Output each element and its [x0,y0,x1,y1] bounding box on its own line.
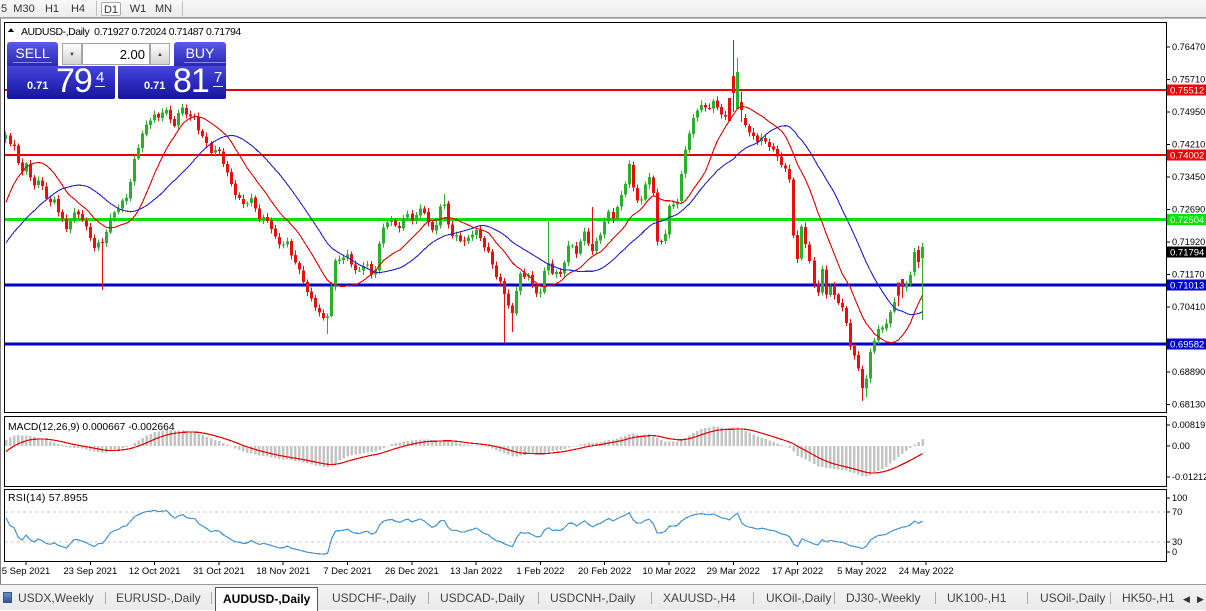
svg-text:0.71013: 0.71013 [1170,281,1204,292]
svg-text:1 Feb 2022: 1 Feb 2022 [516,566,564,577]
svg-text:0.71170: 0.71170 [1172,270,1205,280]
svg-text:0.74950: 0.74950 [1172,107,1205,117]
svg-text:17 Apr 2022: 17 Apr 2022 [772,566,823,577]
svg-text:0.68130: 0.68130 [1172,400,1205,410]
svg-text:29 Mar 2022: 29 Mar 2022 [707,566,760,577]
svg-text:23 Sep 2021: 23 Sep 2021 [63,566,117,577]
svg-text:24 May 2022: 24 May 2022 [899,566,954,577]
svg-text:31 Oct 2021: 31 Oct 2021 [193,566,245,577]
svg-text:12 Oct 2021: 12 Oct 2021 [129,566,181,577]
svg-text:20 Feb 2022: 20 Feb 2022 [578,566,631,577]
svg-text:10 Mar 2022: 10 Mar 2022 [642,566,695,577]
svg-text:0.68890: 0.68890 [1172,367,1205,377]
svg-text:5 Sep 2021: 5 Sep 2021 [2,566,51,577]
svg-text:0.72504: 0.72504 [1170,215,1204,226]
svg-text:-0.01212: -0.01212 [1172,472,1206,482]
svg-text:26 Dec 2021: 26 Dec 2021 [385,566,439,577]
svg-text:0.71920: 0.71920 [1172,237,1205,247]
svg-text:18 Nov 2021: 18 Nov 2021 [256,566,310,577]
svg-text:13 Jan 2022: 13 Jan 2022 [450,566,502,577]
svg-text:0.74002: 0.74002 [1170,151,1204,162]
svg-text:RSI(14) 57.8955: RSI(14) 57.8955 [8,492,88,504]
svg-text:0.72690: 0.72690 [1172,205,1205,215]
svg-text:0.71794: 0.71794 [1170,248,1204,259]
svg-text:70: 70 [1172,507,1182,517]
svg-text:0.76470: 0.76470 [1172,42,1205,52]
svg-text:30: 30 [1172,537,1182,547]
svg-text:0.00: 0.00 [1172,441,1190,451]
svg-text:0: 0 [1172,547,1177,557]
svg-text:0.73450: 0.73450 [1172,172,1205,182]
svg-text:MACD(12,26,9) 0.000667 -0.0026: MACD(12,26,9) 0.000667 -0.002664 [8,422,175,433]
svg-text:7 Dec 2021: 7 Dec 2021 [323,566,372,577]
svg-text:100: 100 [1172,493,1187,503]
svg-text:0.008197: 0.008197 [1172,420,1206,430]
svg-text:0.69582: 0.69582 [1170,340,1204,351]
svg-text:0.70410: 0.70410 [1172,302,1205,312]
svg-text:0.75710: 0.75710 [1172,75,1205,85]
svg-text:AUDUSD-,Daily 0.71927 0.72024: AUDUSD-,Daily 0.71927 0.72024 0.71487 0.… [21,26,241,38]
svg-text:0.74210: 0.74210 [1172,140,1205,150]
svg-text:5 May 2022: 5 May 2022 [837,566,887,577]
svg-text:0.75512: 0.75512 [1170,86,1204,97]
